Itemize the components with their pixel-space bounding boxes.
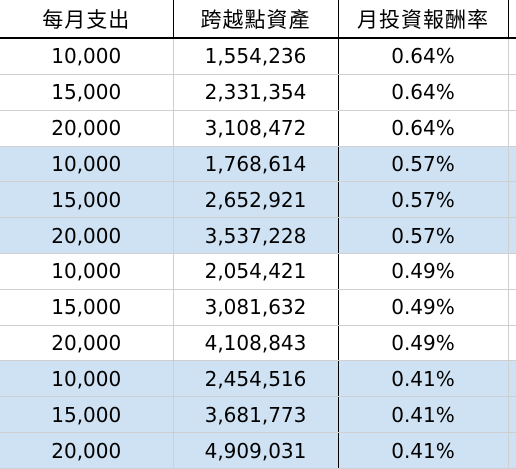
- cell-crossover-assets[interactable]: 4,108,843: [172, 325, 339, 362]
- empty-cell[interactable]: [508, 146, 516, 183]
- table-row: 15,000 2,652,921 0.57%: [0, 181, 516, 219]
- cell-monthly-return-rate[interactable]: 0.57%: [338, 217, 509, 254]
- table-row: 10,000 2,454,516 0.41%: [0, 360, 516, 398]
- cell-crossover-assets[interactable]: 1,554,236: [172, 38, 339, 75]
- cell-crossover-assets[interactable]: 2,652,921: [172, 181, 339, 219]
- cell-crossover-assets[interactable]: 2,331,354: [172, 74, 339, 111]
- table-row: 20,000 3,108,472 0.64%: [0, 110, 516, 147]
- cell-monthly-return-rate[interactable]: 0.49%: [338, 253, 509, 290]
- cell-monthly-expense[interactable]: 15,000: [0, 396, 174, 434]
- empty-cell[interactable]: [508, 38, 516, 75]
- header-monthly-return-rate[interactable]: 月投資報酬率: [338, 0, 509, 39]
- cell-crossover-assets[interactable]: 3,681,773: [172, 396, 339, 434]
- header-empty-cell[interactable]: [508, 0, 516, 39]
- cell-monthly-return-rate[interactable]: 0.41%: [338, 360, 509, 398]
- cell-monthly-return-rate[interactable]: 0.57%: [338, 146, 509, 183]
- cell-monthly-expense[interactable]: 20,000: [0, 432, 174, 469]
- header-crossover-assets[interactable]: 跨越點資產: [172, 0, 339, 39]
- table-row: 20,000 4,909,031 0.41%: [0, 432, 516, 469]
- cell-crossover-assets[interactable]: 3,537,228: [172, 217, 339, 254]
- cell-monthly-return-rate[interactable]: 0.49%: [338, 289, 509, 326]
- cell-crossover-assets[interactable]: 4,909,031: [172, 432, 339, 469]
- cell-monthly-return-rate[interactable]: 0.64%: [338, 74, 509, 111]
- table-body: 10,000 1,554,236 0.64% 15,000 2,331,354 0.64%…: [0, 38, 516, 469]
- cell-monthly-expense[interactable]: 10,000: [0, 360, 174, 398]
- cell-monthly-return-rate[interactable]: 0.41%: [338, 432, 509, 469]
- cell-monthly-return-rate[interactable]: 0.57%: [338, 181, 509, 219]
- empty-cell[interactable]: [508, 360, 516, 398]
- empty-cell[interactable]: [508, 253, 516, 290]
- table-row: 20,000 4,108,843 0.49%: [0, 325, 516, 362]
- cell-monthly-expense[interactable]: 20,000: [0, 110, 174, 147]
- table-row: 10,000 1,554,236 0.64%: [0, 38, 516, 75]
- empty-cell[interactable]: [508, 110, 516, 147]
- empty-cell[interactable]: [508, 396, 516, 434]
- cell-crossover-assets[interactable]: 2,454,516: [172, 360, 339, 398]
- cell-monthly-expense[interactable]: 10,000: [0, 253, 174, 290]
- cell-monthly-return-rate[interactable]: 0.49%: [338, 325, 509, 362]
- empty-cell[interactable]: [508, 217, 516, 254]
- cell-monthly-expense[interactable]: 10,000: [0, 38, 174, 75]
- empty-cell[interactable]: [508, 289, 516, 326]
- table-row: 15,000 3,681,773 0.41%: [0, 396, 516, 434]
- table-row: 10,000 1,768,614 0.57%: [0, 146, 516, 183]
- header-monthly-expense[interactable]: 每月支出: [0, 0, 174, 39]
- cell-monthly-expense[interactable]: 15,000: [0, 181, 174, 219]
- cell-monthly-expense[interactable]: 15,000: [0, 74, 174, 111]
- cell-monthly-return-rate[interactable]: 0.41%: [338, 396, 509, 434]
- cell-monthly-expense[interactable]: 10,000: [0, 146, 174, 183]
- table-row: 15,000 2,331,354 0.64%: [0, 74, 516, 111]
- empty-cell[interactable]: [508, 432, 516, 469]
- cell-monthly-expense[interactable]: 15,000: [0, 289, 174, 326]
- empty-cell[interactable]: [508, 325, 516, 362]
- cell-monthly-expense[interactable]: 20,000: [0, 217, 174, 254]
- empty-cell[interactable]: [508, 181, 516, 219]
- table-row: 20,000 3,537,228 0.57%: [0, 217, 516, 254]
- empty-cell[interactable]: [508, 74, 516, 111]
- cell-crossover-assets[interactable]: 3,081,632: [172, 289, 339, 326]
- cell-monthly-return-rate[interactable]: 0.64%: [338, 110, 509, 147]
- cell-crossover-assets[interactable]: 3,108,472: [172, 110, 339, 147]
- cell-crossover-assets[interactable]: 2,054,421: [172, 253, 339, 290]
- cell-monthly-return-rate[interactable]: 0.64%: [338, 38, 509, 75]
- table-row: 15,000 3,081,632 0.49%: [0, 289, 516, 326]
- cell-crossover-assets[interactable]: 1,768,614: [172, 146, 339, 183]
- table-row: 10,000 2,054,421 0.49%: [0, 253, 516, 290]
- header-row: 每月支出 跨越點資產 月投資報酬率: [0, 0, 516, 39]
- cell-monthly-expense[interactable]: 20,000: [0, 325, 174, 362]
